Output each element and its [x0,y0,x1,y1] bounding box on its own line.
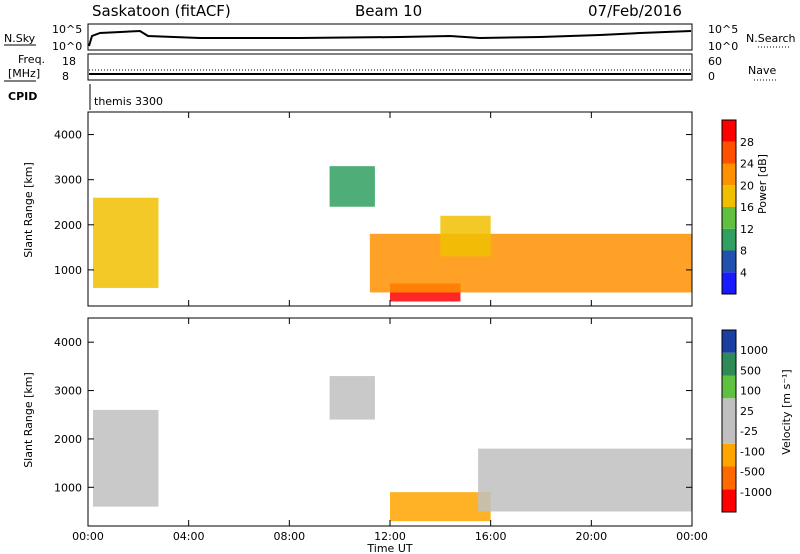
power-ytick-label-1: 2000 [54,219,82,232]
power-region-0 [93,197,159,288]
nsky-label: N.Sky [4,32,36,45]
power-colorbar-segment-1 [722,250,736,273]
velocity-data-layer [93,376,692,522]
nave-label: Nave [748,64,776,77]
x-axis-label: Time UT [366,542,412,554]
velocity-xtick-label-6: 00:00 [676,530,708,543]
power-region-3 [369,233,692,293]
power-colorbar-segment-2 [722,228,736,251]
nsky-trace [88,29,692,47]
power-colorbar-tick-4: 20 [740,179,754,192]
power-colorbar-tick-6: 28 [740,136,754,149]
power-region-4 [440,215,491,257]
power-colorbar-frame [721,119,737,295]
velocity-colorbar-segment-1 [722,466,736,490]
velocity-colorbar-tick-7: -1000 [740,486,772,499]
freq-panel-frame [87,53,693,81]
velocity-colorbar-frame [721,329,737,513]
power-colorbar-segment-5 [722,163,736,186]
nsearch-label: N.Search [746,32,796,45]
velocity-colorbar: 1000 500 100 25 -25 -100 -500 -1000 [721,329,772,513]
power-colorbar-tick-5: 24 [740,158,754,171]
beam-title: Beam 10 [355,2,422,20]
date-title: 07/Feb/2016 [588,2,682,20]
nave-tick-high: 60 [708,55,722,68]
velocity-colorbar-segment-4 [722,398,736,421]
velocity-ytick-label-0: 1000 [54,481,82,494]
velocity-colorbar-tick-6: -500 [740,466,765,479]
velocity-colorbar-tick-5: -100 [740,445,765,458]
velocity-region-1 [329,376,375,420]
power-colorbar-tick-1: 8 [740,245,747,258]
power-colorbar-segment-4 [722,185,736,207]
power-colorbar-segment-7 [722,120,736,142]
velocity-colorbar-segment-6 [722,352,736,376]
power-colorbar-tick-3: 16 [740,201,754,214]
power-ylabel: Slant Range [km] [22,162,35,258]
power-region-1 [329,166,375,207]
nave-tick-low: 0 [708,70,715,83]
velocity-colorbar-tick-3: 25 [740,405,754,418]
velocity-colorbar-tick-0: 1000 [740,344,768,357]
freq-tick-low: 8 [62,70,69,83]
velocity-ytick-label-3: 4000 [54,336,82,349]
velocity-xtick-label-5: 20:00 [575,530,607,543]
velocity-axes: 1000 2000 3000 4000 00:00 04:00 08:00 12:00 16:0… [54,318,708,543]
nsky-tick-high: 10^5 [52,23,82,36]
velocity-region-2 [390,492,491,522]
velocity-colorbar-segment-5 [722,375,736,399]
power-colorbar-tick-0: 4 [740,266,747,279]
power-colorbar-segment-6 [722,141,736,164]
velocity-colorbar-segment-2 [722,443,736,467]
power-colorbar-segment-0 [722,272,736,294]
velocity-xtick-label-0: 00:00 [72,530,104,543]
velocity-colorbar-label: Velocity [m s⁻¹] [780,369,793,454]
velocity-colorbar-segment-0 [722,489,736,512]
velocity-ytick-label-1: 2000 [54,433,82,446]
freq-label: Freq. [18,53,45,66]
velocity-colorbar-segment-7 [722,330,736,353]
cpid-value: themis 3300 [94,95,163,108]
velocity-xtick-label-2: 08:00 [273,530,305,543]
velocity-colorbar-tick-2: 100 [740,385,761,398]
power-ytick-label-2: 3000 [54,174,82,187]
nsearch-tick-high: 10^5 [708,23,738,36]
velocity-ylabel: Slant Range [km] [22,372,35,468]
nsky-panel-frame [87,23,693,51]
power-colorbar: 4 8 12 16 20 24 28 [721,119,754,295]
velocity-colorbar-segment-3 [722,421,736,444]
freq-unit: [MHz] [8,67,40,80]
power-data-layer [93,166,692,302]
nsky-tick-low: 10^0 [52,40,82,53]
freq-tick-high: 18 [62,55,76,68]
station-title: Saskatoon (fitACF) [92,2,231,20]
velocity-colorbar-tick-4: -25 [740,425,758,438]
power-colorbar-segment-3 [722,207,736,229]
velocity-colorbar-tick-1: 500 [740,364,761,377]
velocity-xtick-label-3: 12:00 [374,530,406,543]
power-colorbar-tick-2: 12 [740,223,754,236]
cpid-label: CPID [8,90,37,103]
velocity-region-0 [93,409,159,507]
power-ytick-label-3: 4000 [54,129,82,142]
nsearch-tick-low: 10^0 [708,40,738,53]
velocity-xtick-label-4: 16:00 [475,530,507,543]
power-colorbar-label: Power [dB] [756,154,769,214]
velocity-xtick-label-1: 04:00 [173,530,205,543]
velocity-ytick-label-2: 3000 [54,385,82,398]
power-axes: 1000 2000 3000 4000 [54,112,693,306]
power-ytick-label-0: 1000 [54,264,82,277]
velocity-region-3 [478,448,692,512]
